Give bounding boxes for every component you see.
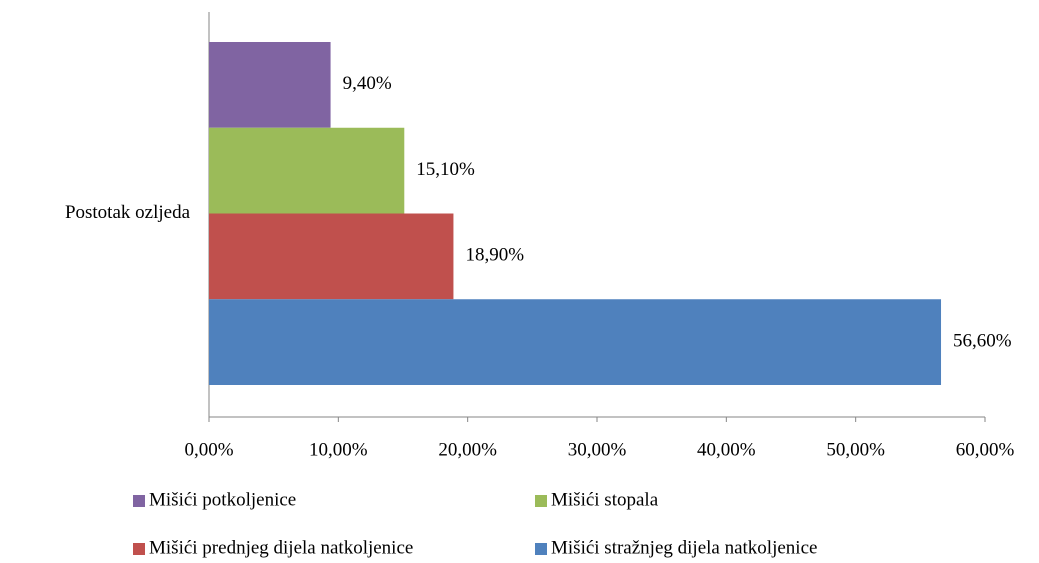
legend-swatch	[535, 543, 547, 555]
legend-label: Mišići stražnjeg dijela natkoljenice	[551, 537, 817, 558]
bar	[209, 213, 454, 300]
value-label: 18,90%	[465, 245, 524, 266]
bar	[209, 127, 405, 214]
legend-label: Mišići stopala	[551, 489, 659, 510]
x-tick-label: 10,00%	[309, 439, 368, 460]
x-tick-label: 50,00%	[826, 439, 885, 460]
bar	[209, 299, 942, 385]
x-tick-label: 0,00%	[184, 439, 233, 460]
legend-swatch	[133, 543, 145, 555]
x-tick-label: 60,00%	[956, 439, 1015, 460]
x-tick-label: 30,00%	[568, 439, 627, 460]
x-tick-label: 40,00%	[697, 439, 756, 460]
x-tick-label: 20,00%	[438, 439, 497, 460]
legend-label: Mišići potkoljenice	[149, 489, 296, 510]
legend-swatch	[133, 495, 145, 507]
bar	[209, 42, 331, 128]
value-label: 15,10%	[416, 159, 475, 180]
value-label: 56,60%	[953, 330, 1012, 351]
legend-swatch	[535, 495, 547, 507]
legend-label: Mišići prednjeg dijela natkoljenice	[149, 537, 413, 558]
category-label: Postotak ozljeda	[65, 202, 191, 223]
value-label: 9,40%	[343, 73, 392, 94]
